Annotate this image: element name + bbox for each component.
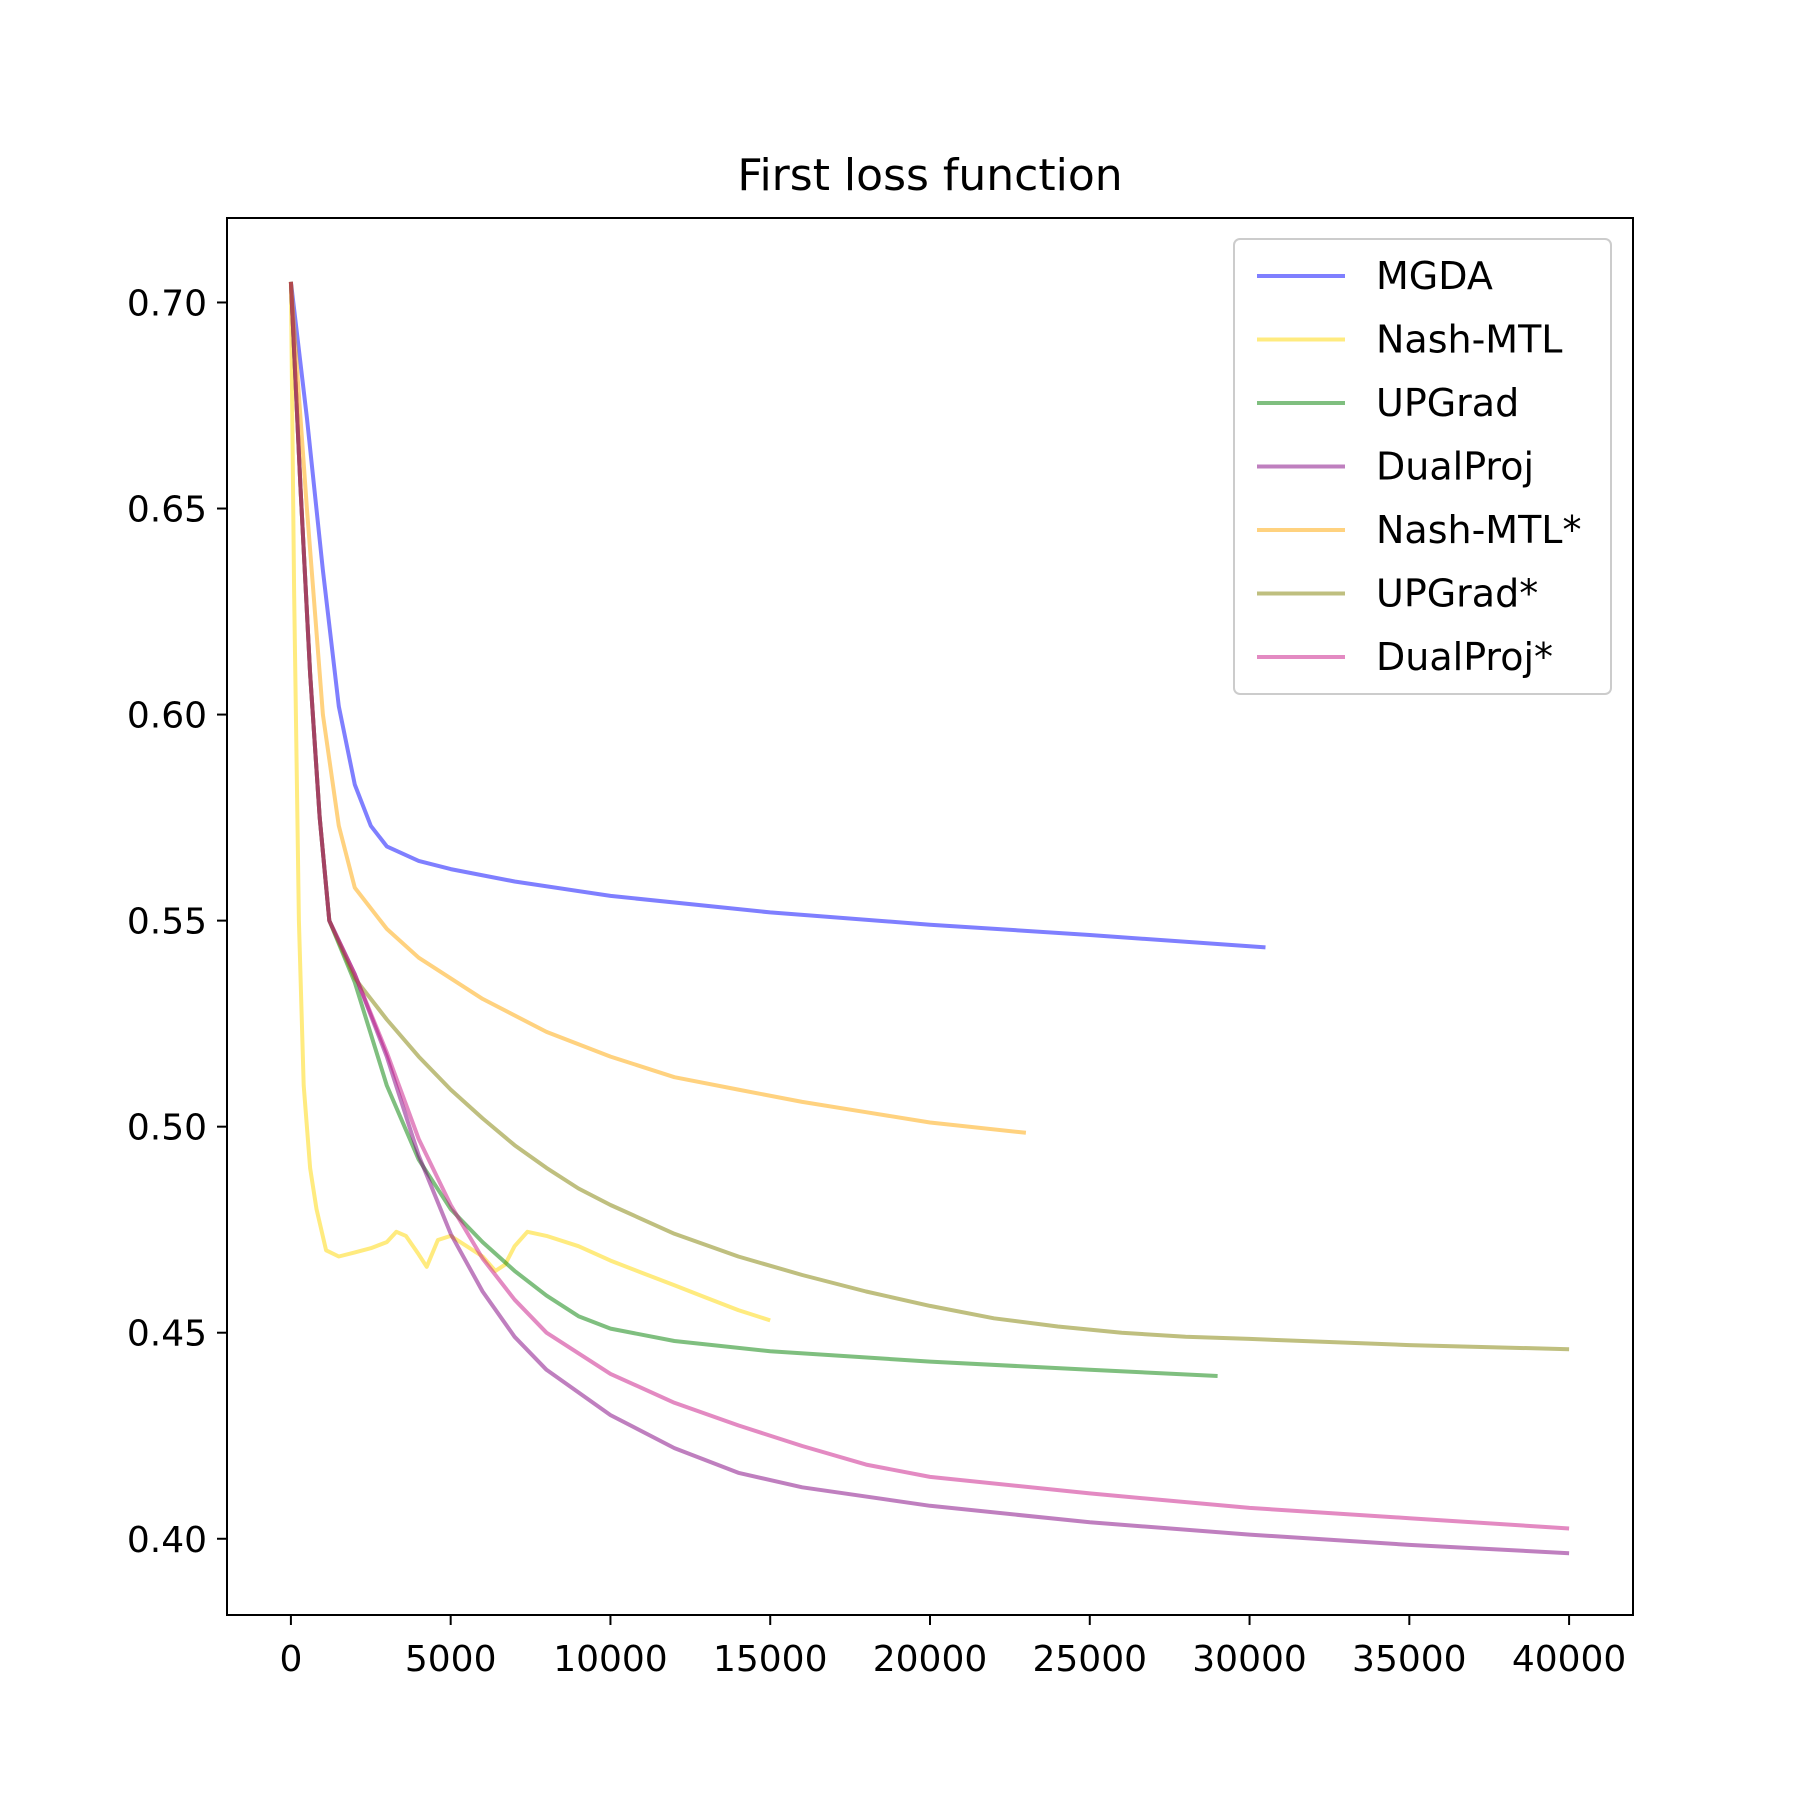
- y-tick-label: 0.40: [127, 1520, 207, 1561]
- x-tick-label: 25000: [1033, 1639, 1148, 1680]
- legend-label: UPGrad*: [1376, 572, 1538, 616]
- series-line-dualproj-star: [288, 281, 1570, 1531]
- legend-box: [1233, 238, 1612, 695]
- series-layer: [288, 281, 1570, 1556]
- x-tick-label: 20000: [873, 1639, 988, 1680]
- legend-label: DualProj: [1376, 445, 1534, 489]
- series-line-mgda: [288, 281, 1266, 950]
- y-tick-label: 0.50: [127, 1108, 207, 1149]
- legend-label: Nash-MTL: [1376, 318, 1562, 362]
- y-axis: 0.40 0.45 0.50 0.55 0.60 0.65 0.70: [127, 283, 227, 1561]
- y-tick-label: 0.55: [127, 902, 207, 943]
- x-tick-label: 15000: [713, 1639, 828, 1680]
- x-tick-label: 30000: [1192, 1639, 1307, 1680]
- series-line-nash-mtl-star: [288, 281, 1027, 1135]
- legend-label: Nash-MTL*: [1376, 508, 1581, 552]
- legend-label: MGDA: [1376, 254, 1493, 298]
- y-tick-label: 0.45: [127, 1314, 207, 1355]
- chart-title: First loss function: [737, 150, 1122, 201]
- y-tick-label: 0.65: [127, 490, 207, 531]
- legend: MGDA Nash-MTL UPGrad DualProj Nash-MTL* UPGra…: [1233, 238, 1612, 695]
- series-line-nash-mtl: [288, 281, 771, 1323]
- x-tick-label: 5000: [405, 1639, 497, 1680]
- x-tick-label: 0: [279, 1639, 302, 1680]
- y-tick-label: 0.60: [127, 696, 207, 737]
- x-axis: 0 5000 10000 15000 20000 25000 30000 35000 40000: [279, 1615, 1626, 1680]
- legend-label: UPGrad: [1376, 381, 1519, 425]
- x-tick-label: 35000: [1352, 1639, 1467, 1680]
- legend-label: DualProj*: [1376, 635, 1553, 679]
- x-tick-label: 40000: [1512, 1639, 1627, 1680]
- x-tick-label: 10000: [553, 1639, 668, 1680]
- y-tick-label: 0.70: [127, 283, 207, 324]
